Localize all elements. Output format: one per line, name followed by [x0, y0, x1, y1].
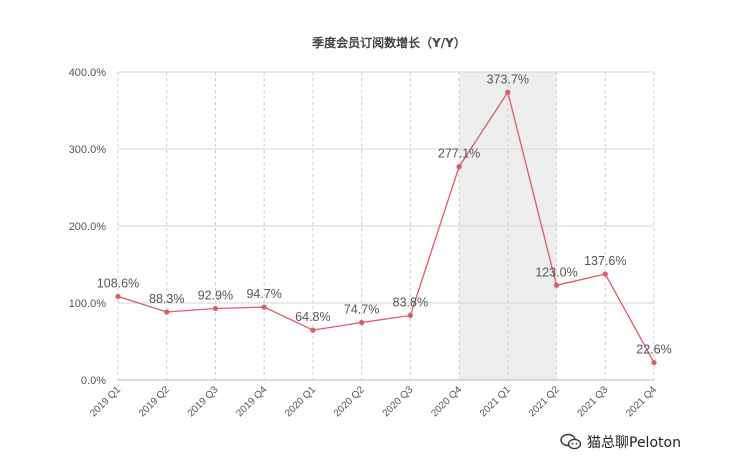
data-point — [359, 319, 365, 326]
x-tick-label: 2021 Q3 — [575, 384, 610, 419]
x-tick-label: 2021 Q4 — [624, 384, 659, 419]
data-label: 88.3% — [149, 292, 184, 306]
watermark-text: 猫总聊Peloton — [587, 435, 681, 451]
y-tick-label: 0.0% — [81, 375, 106, 387]
x-tick-label: 2020 Q1 — [283, 384, 318, 419]
x-tick-label: 2021 Q2 — [527, 384, 562, 419]
plot-area: 0.0% 100.0% 200.0% 300.0% 400.0% 2019 Q1 2019 … — [69, 67, 672, 419]
data-label: 108.6% — [97, 276, 139, 290]
wechat-icon — [560, 433, 582, 450]
data-point — [651, 359, 657, 366]
data-label: 277.1% — [438, 147, 480, 161]
series-line — [117, 90, 655, 363]
x-tick-label: 2021 Q1 — [478, 384, 513, 419]
x-tick-label: 2020 Q3 — [381, 384, 416, 419]
chart-title: 季度会员订阅数增长（Y/Y） — [311, 35, 466, 50]
data-point — [602, 271, 608, 277]
y-tick-label: 400.0% — [69, 67, 107, 79]
data-label: 137.6% — [584, 254, 626, 268]
x-tick-label: 2019 Q1 — [88, 384, 123, 419]
data-point — [310, 327, 316, 333]
data-label: 94.7% — [246, 287, 281, 301]
data-label: 74.7% — [344, 302, 379, 316]
data-label: 64.8% — [295, 310, 330, 324]
x-tick-label: 2020 Q2 — [332, 384, 367, 419]
data-point — [553, 282, 560, 288]
data-label: 22.6% — [636, 343, 671, 357]
data-point — [505, 89, 511, 95]
data-label: 92.9% — [198, 288, 233, 302]
data-label: 83.8% — [393, 295, 428, 309]
data-point — [164, 309, 170, 315]
data-label: 373.7% — [487, 72, 529, 86]
y-tick-label: 100.0% — [69, 298, 107, 310]
data-point — [115, 293, 121, 299]
data-label: 123.0% — [535, 265, 577, 279]
y-tick-label: 200.0% — [69, 221, 107, 233]
y-tick-label: 300.0% — [69, 144, 107, 156]
x-tick-label: 2020 Q4 — [429, 384, 464, 419]
data-point — [212, 305, 219, 312]
watermark: 猫总聊Peloton — [560, 432, 681, 452]
data-point — [261, 304, 267, 310]
data-point — [407, 312, 413, 319]
data-point — [456, 164, 462, 170]
x-tick-label: 2019 Q2 — [137, 384, 172, 419]
x-tick-label: 2019 Q4 — [234, 384, 269, 419]
x-tick-label: 2019 Q3 — [186, 384, 221, 419]
